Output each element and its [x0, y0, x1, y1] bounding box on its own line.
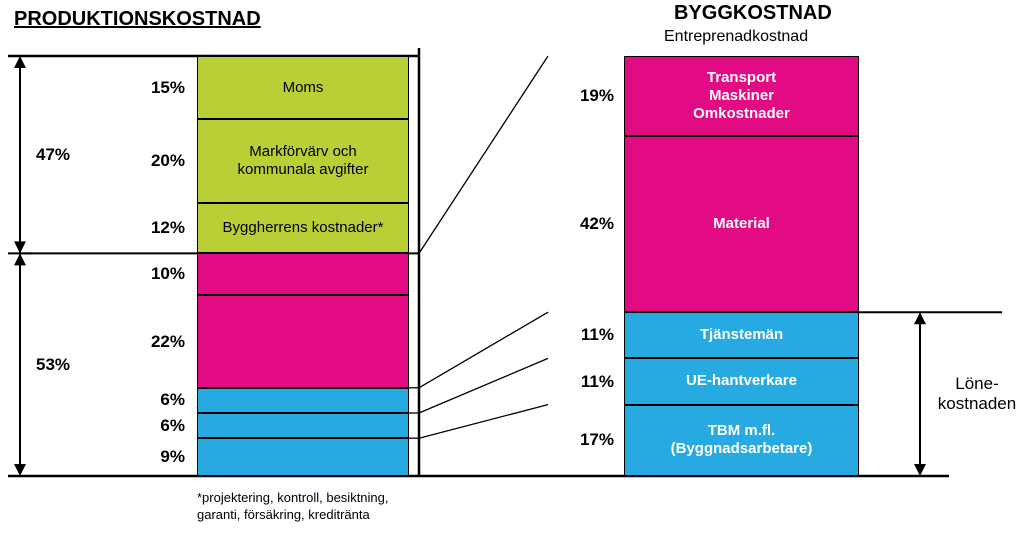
right-stack-seg-4: TBM m.fl. (Byggnadsarbetare)	[624, 405, 859, 476]
right-stack-pct-3: 11%	[554, 372, 614, 392]
right-stack-pct-0: 19%	[554, 86, 614, 106]
right-stack-pct-2: 11%	[554, 325, 614, 345]
left-stack-pct-1: 20%	[130, 151, 185, 171]
left-stack-pct-4: 22%	[130, 332, 185, 352]
left-group-label-1: 53%	[36, 355, 82, 375]
left-stack-seg-7	[197, 438, 409, 476]
left-stack-pct-2: 12%	[130, 218, 185, 238]
right-stack-seg-0: Transport Maskiner Omkostnader	[624, 56, 859, 136]
left-stack-pct-6: 6%	[130, 416, 185, 436]
left-stack-seg-3	[197, 253, 409, 295]
right-stack-seg-2: Tjänstemän	[624, 312, 859, 358]
right-stack-seg-3: UE-hantverkare	[624, 358, 859, 404]
left-stack-seg-6	[197, 413, 409, 438]
left-group-label-0: 47%	[36, 145, 82, 165]
right-stack-pct-4: 17%	[554, 430, 614, 450]
right-group-label: Löne- kostnaden	[932, 374, 1022, 413]
left-stack-pct-7: 9%	[130, 447, 185, 467]
left-stack-pct-0: 15%	[130, 78, 185, 98]
left-stack-seg-4	[197, 295, 409, 387]
left-stack-pct-3: 10%	[130, 264, 185, 284]
left-stack-seg-2: Byggherrens kostnader*	[197, 203, 409, 253]
left-stack-seg-1: Markförvärv och kommunala avgifter	[197, 119, 409, 203]
right-stack-seg-1: Material	[624, 136, 859, 312]
subtitle-right: Entreprenadkostnad	[664, 28, 808, 46]
left-stack-seg-0: Moms	[197, 56, 409, 119]
title-right: BYGGKOSTNAD	[674, 2, 832, 25]
left-stack-seg-5	[197, 388, 409, 413]
left-stack-pct-5: 6%	[130, 390, 185, 410]
right-stack-pct-1: 42%	[554, 214, 614, 234]
footnote: *projektering, kontroll, besiktning, gar…	[197, 490, 457, 524]
title-left: PRODUKTIONSKOSTNAD	[14, 8, 261, 31]
